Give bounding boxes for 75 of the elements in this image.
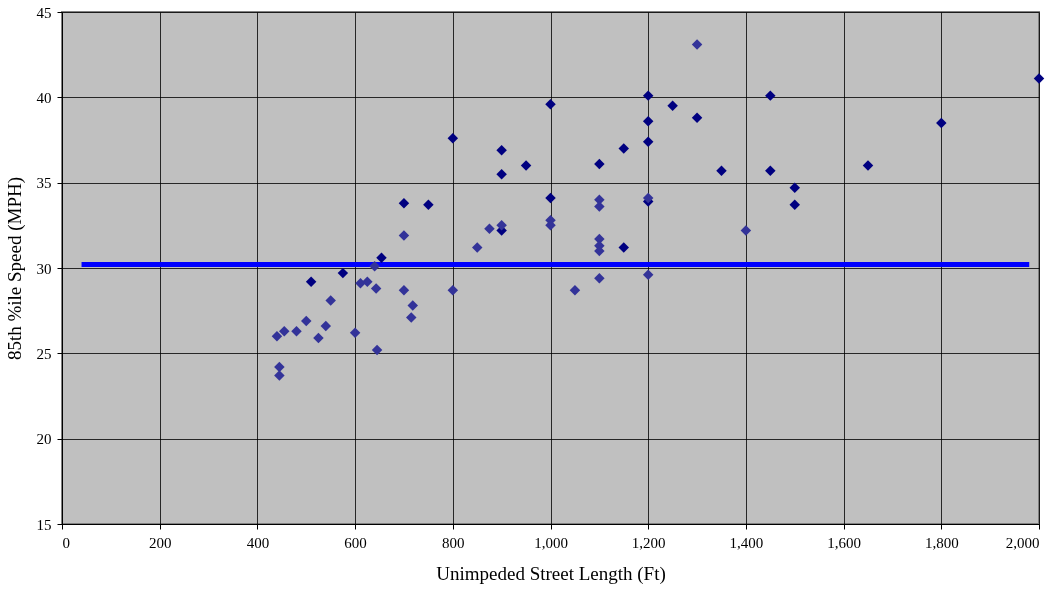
point <box>716 165 727 176</box>
point <box>520 160 532 171</box>
point <box>370 283 382 294</box>
x-tick-label: 1,200 <box>631 534 666 551</box>
x-tick-label: 1,000 <box>534 534 568 551</box>
x-tick-label: 600 <box>344 534 367 551</box>
point <box>291 325 302 337</box>
point <box>496 145 507 156</box>
x-tick-label: 1,600 <box>827 534 861 551</box>
point <box>371 344 383 356</box>
point <box>471 242 483 253</box>
point <box>398 230 410 241</box>
point <box>406 312 417 323</box>
point <box>691 39 703 50</box>
point <box>355 278 366 289</box>
y-axis-title: 85th %ile Speed (MPH) <box>3 176 26 361</box>
point <box>305 276 317 287</box>
y-tick-label: 45 <box>36 4 52 21</box>
x-tick-label: 2,000 <box>1005 534 1040 551</box>
point <box>325 295 336 306</box>
point <box>765 165 776 176</box>
point <box>362 276 373 287</box>
y-tick-label: 15 <box>36 516 52 533</box>
point <box>271 331 283 342</box>
point <box>349 327 361 339</box>
point <box>618 143 630 154</box>
point <box>642 90 654 101</box>
point <box>862 160 874 171</box>
point <box>274 370 285 381</box>
point <box>398 284 410 296</box>
point <box>642 269 654 281</box>
point <box>484 223 495 234</box>
point <box>667 100 678 112</box>
y-tick-label: 25 <box>36 345 52 362</box>
x-axis-title: Unimpeded Street Length (Ft) <box>436 562 666 585</box>
point <box>618 242 630 253</box>
y-tick-label: 20 <box>36 431 52 448</box>
point <box>642 115 654 127</box>
point <box>337 267 349 279</box>
point <box>545 98 556 110</box>
point <box>936 117 947 129</box>
point <box>369 261 380 272</box>
point <box>642 136 654 147</box>
point <box>569 284 581 296</box>
x-tick-label: 1,400 <box>729 534 764 551</box>
x-tick-label: 400 <box>246 534 270 551</box>
point <box>398 197 410 209</box>
x-tick-label: 0 <box>62 534 70 551</box>
point <box>1033 73 1045 84</box>
point <box>545 192 556 204</box>
point <box>642 192 654 204</box>
point <box>594 158 605 170</box>
point <box>447 133 459 144</box>
point <box>279 325 290 337</box>
point <box>447 284 459 296</box>
point <box>376 252 387 263</box>
x-tick-label: 800 <box>442 534 465 551</box>
point <box>789 199 800 211</box>
point <box>407 300 418 311</box>
y-tick-label: 30 <box>36 260 52 277</box>
point <box>765 90 776 101</box>
point <box>691 112 703 124</box>
point <box>594 273 605 284</box>
point <box>423 199 434 211</box>
point <box>313 332 324 344</box>
point <box>301 315 312 327</box>
point <box>320 320 332 332</box>
y-tick-label: 35 <box>36 175 52 192</box>
point <box>496 168 507 180</box>
y-tick-label: 40 <box>36 89 52 106</box>
point <box>789 182 800 194</box>
x-tick-label: 1,800 <box>924 534 959 551</box>
x-tick-label: 200 <box>148 534 172 551</box>
point <box>496 220 507 231</box>
point <box>740 225 752 236</box>
